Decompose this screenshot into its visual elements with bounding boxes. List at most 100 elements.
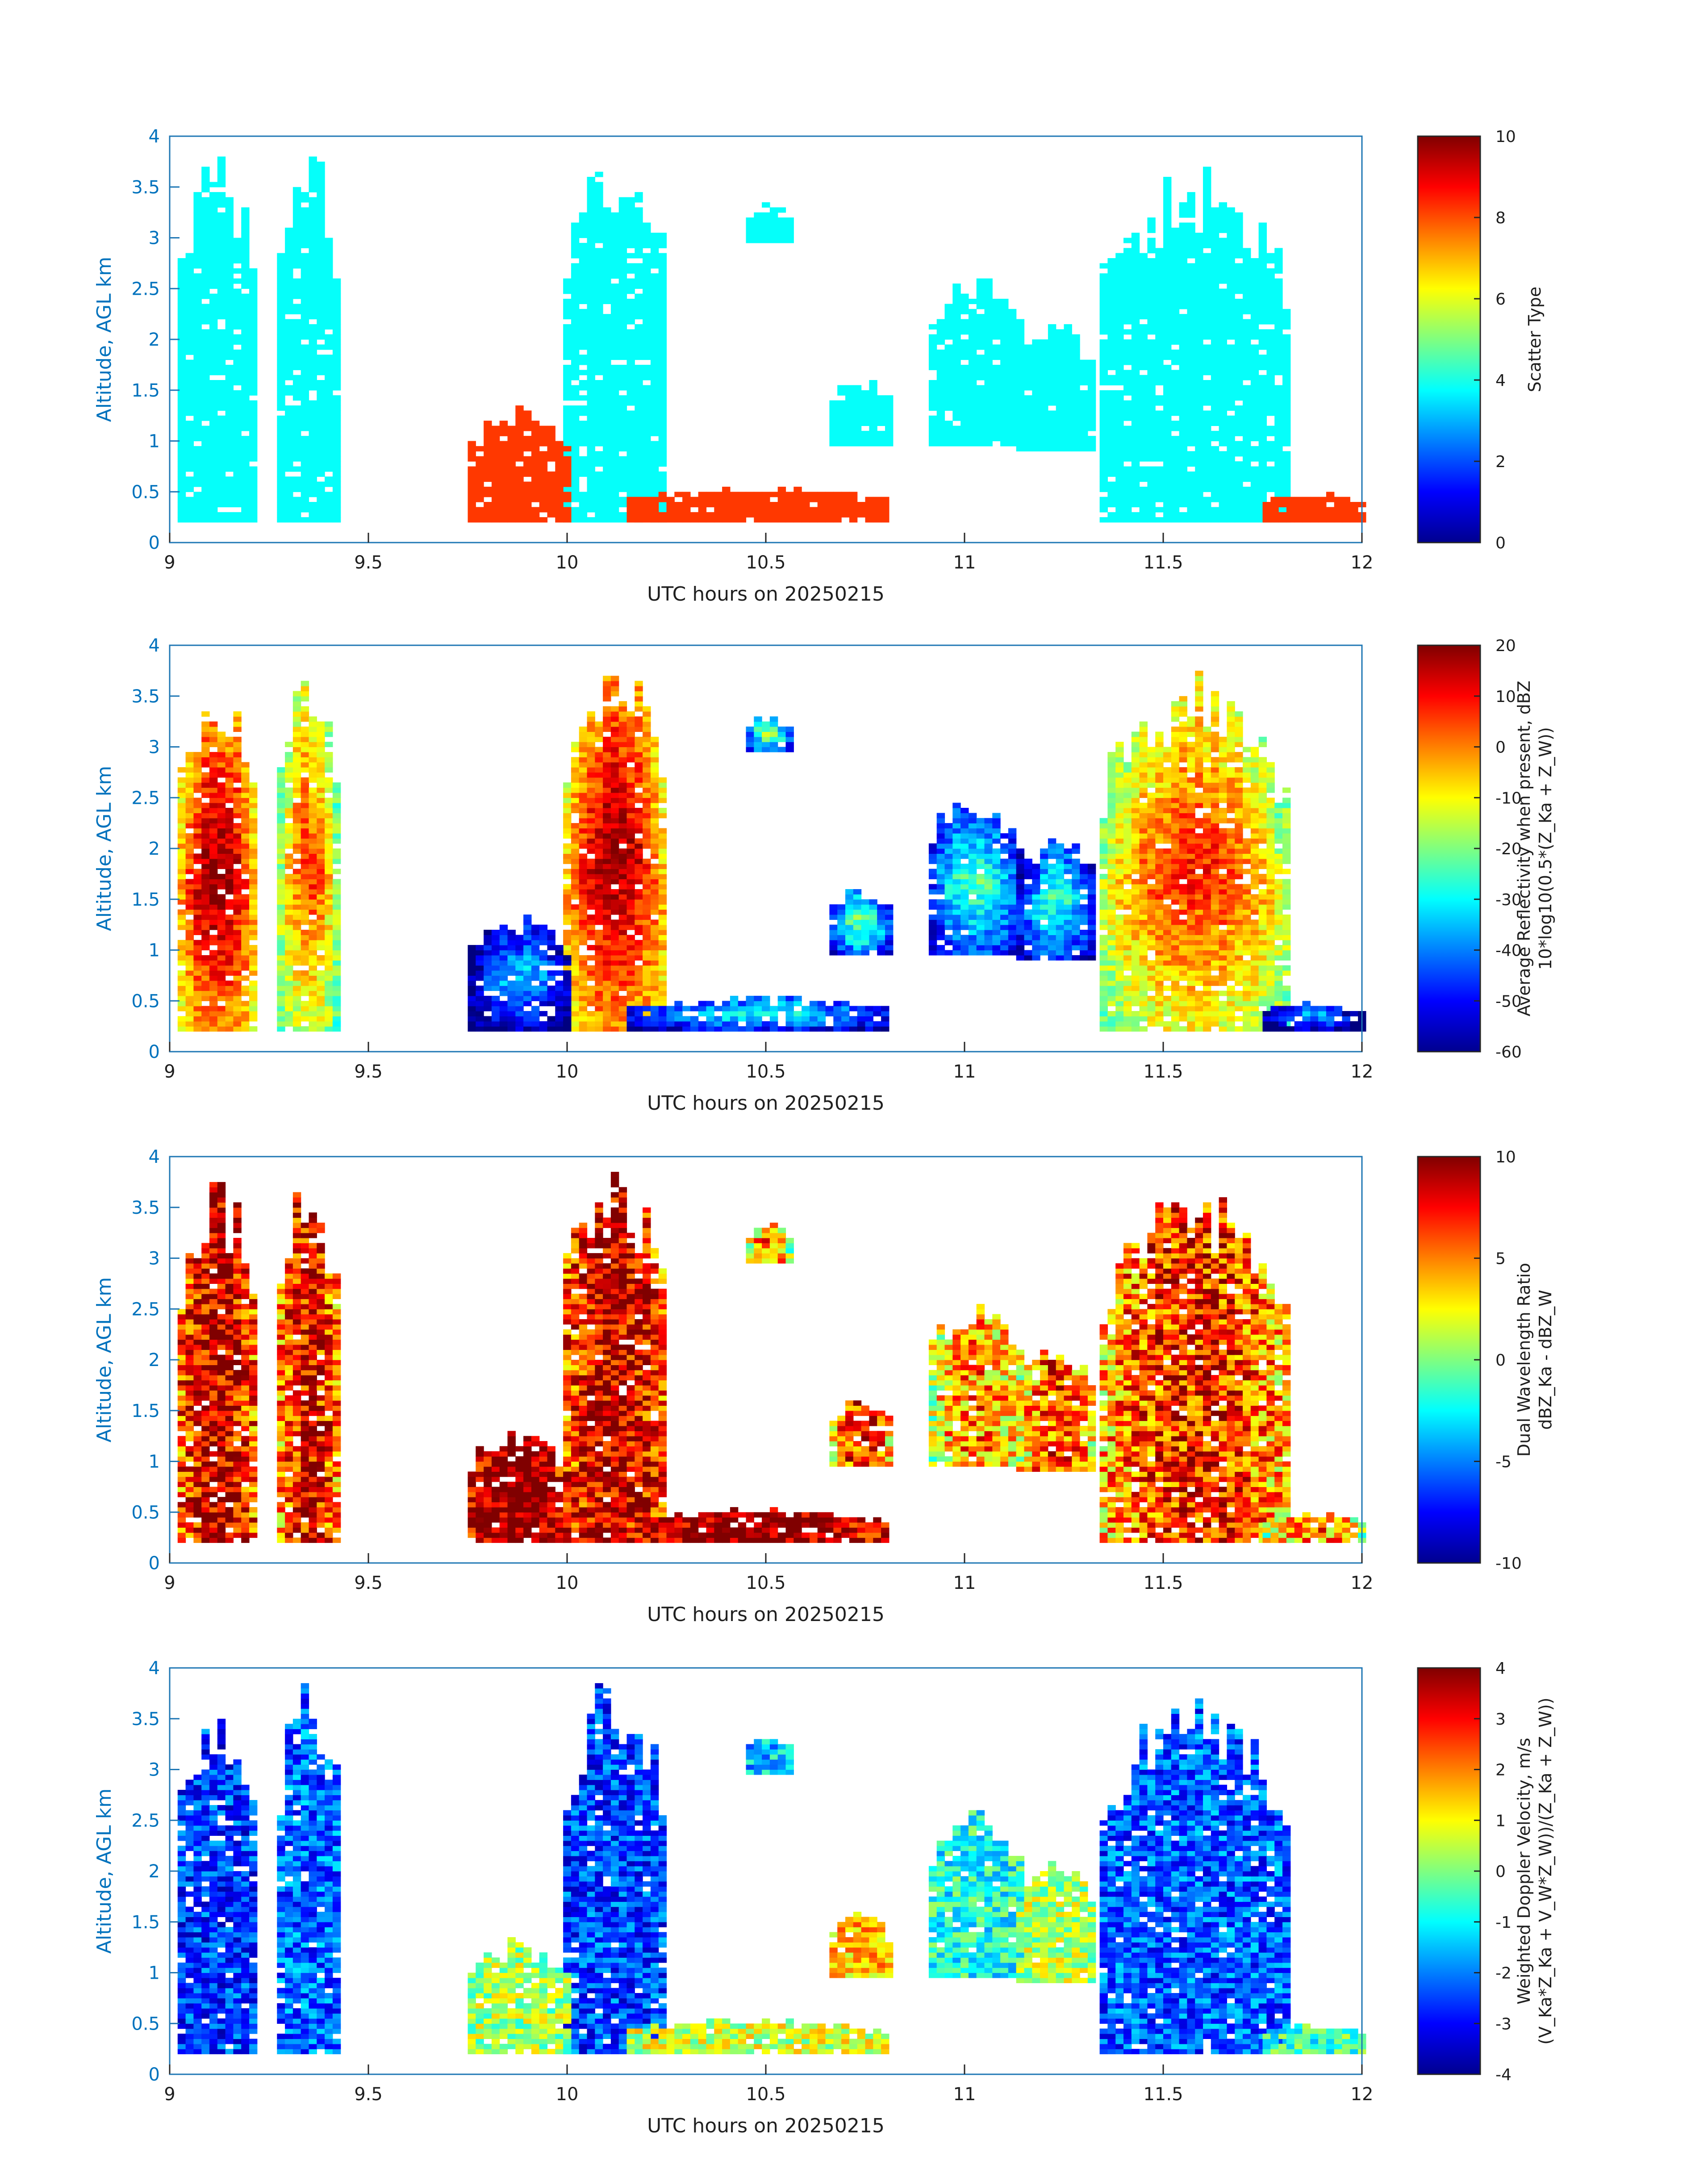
echo-cell (241, 242, 250, 248)
echo-cell (277, 1006, 285, 1011)
echo-cell (309, 456, 317, 462)
echo-cell (1016, 329, 1025, 335)
echo-cell (185, 349, 194, 355)
echo-cell (1318, 517, 1327, 523)
echo-cell (249, 283, 258, 289)
echo-cell (325, 466, 333, 472)
echo-cell (249, 329, 258, 335)
echo-cell (1139, 349, 1148, 355)
echo-cell (209, 879, 218, 885)
echo-cell (332, 385, 341, 391)
echo-cell (1195, 319, 1203, 325)
echo-cell (1171, 283, 1180, 289)
echo-cell (1235, 253, 1243, 259)
echo-cell (217, 833, 226, 839)
echo-cell (217, 747, 226, 752)
echo-cell (984, 370, 993, 376)
echo-cell (1274, 370, 1283, 376)
echo-cell (241, 975, 250, 981)
echo-cell (185, 258, 194, 263)
echo-cell (571, 268, 580, 274)
echo-cell (233, 517, 242, 523)
echo-cell (249, 299, 258, 304)
echo-cell (301, 691, 309, 697)
echo-cell (1211, 268, 1219, 274)
echo-cell (944, 309, 953, 314)
echo-cell (185, 446, 194, 451)
echo-cell (944, 359, 953, 365)
echo-cell (626, 355, 635, 360)
echo-cell (1270, 507, 1279, 513)
echo-cell (309, 461, 317, 467)
echo-cell (1266, 268, 1275, 274)
echo-cell (193, 481, 202, 487)
echo-cell (635, 309, 643, 314)
echo-cell (249, 349, 258, 355)
echo-cell (1227, 227, 1235, 233)
echo-cell (1171, 334, 1180, 340)
echo-cell (643, 502, 651, 507)
echo-cell (1179, 497, 1187, 502)
echo-cell (209, 828, 218, 834)
echo-cell (499, 512, 508, 518)
echo-cell (968, 405, 977, 411)
echo-cell (201, 258, 210, 263)
echo-cell (332, 486, 341, 492)
echo-cell (1243, 476, 1251, 482)
echo-cell (209, 808, 218, 813)
echo-cell (499, 430, 508, 436)
echo-cell (571, 436, 580, 442)
echo-cell (1099, 324, 1108, 330)
echo-cell (1072, 344, 1080, 350)
echo-cell (233, 965, 242, 971)
echo-cell (292, 696, 301, 702)
echo-cell (837, 441, 846, 447)
y-tick-label: 0.5 (131, 482, 160, 502)
echo-cell (277, 329, 285, 335)
echo-cell (241, 258, 250, 263)
echo-cell (762, 492, 770, 497)
echo-cell (209, 192, 218, 198)
echo-cell (1115, 461, 1124, 467)
echo-cell (209, 731, 218, 737)
echo-cell (499, 486, 508, 492)
echo-cell (201, 894, 210, 900)
echo-cell (292, 293, 301, 299)
echo-cell (1032, 390, 1040, 396)
echo-cell (1235, 512, 1243, 518)
echo-cell (1211, 233, 1219, 238)
echo-cell (1155, 497, 1164, 502)
echo-cell (865, 512, 873, 518)
echo-cell (579, 212, 588, 218)
echo-cell (309, 238, 317, 243)
echo-cell (1171, 395, 1180, 401)
echo-cell (515, 507, 524, 513)
echo-cell (1147, 222, 1156, 228)
echo-cell (1171, 349, 1180, 355)
echo-cell (1000, 299, 1009, 304)
echo-cell (1258, 380, 1267, 385)
echo-cell (1243, 466, 1251, 472)
echo-cell (1107, 400, 1116, 406)
echo-cell (1147, 441, 1156, 447)
echo-cell (976, 436, 985, 442)
echo-cell (1099, 339, 1108, 345)
echo-cell (193, 1011, 202, 1016)
echo-cell (1243, 304, 1251, 309)
echo-cell (249, 965, 258, 971)
echo-cell (618, 355, 627, 360)
echo-cell (952, 380, 961, 385)
echo-cell (1187, 430, 1195, 436)
echo-cell (193, 919, 202, 925)
echo-cell (317, 233, 325, 238)
echo-cell (523, 507, 532, 513)
echo-cell (1099, 502, 1108, 507)
echo-cell (531, 426, 540, 431)
echo-cell (201, 375, 210, 380)
echo-cell (865, 502, 873, 507)
echo-cell (1219, 415, 1227, 421)
echo-cell (499, 471, 508, 477)
echo-cell (185, 253, 194, 259)
echo-cell (1227, 421, 1235, 426)
echo-cell (225, 757, 234, 763)
